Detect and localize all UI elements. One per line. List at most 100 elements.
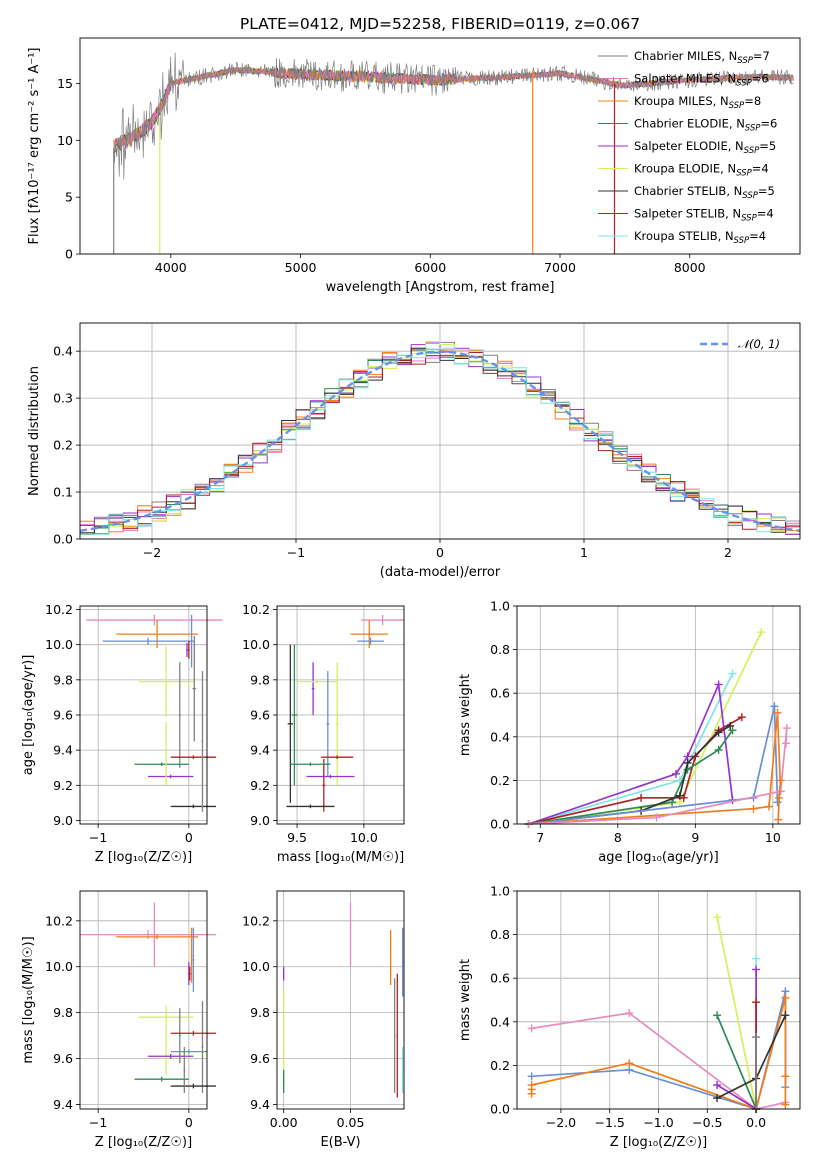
plus-marker: [752, 954, 761, 963]
errorbar-point: [283, 1069, 285, 1093]
x-tick-label: 9: [691, 830, 699, 845]
weight-line: [528, 712, 782, 825]
errorbar-point: [297, 679, 338, 684]
legend-count: =5: [758, 184, 775, 198]
y-tick-label: 9.6: [250, 708, 270, 723]
plus-marker: [776, 776, 785, 785]
legend-n: N: [732, 207, 741, 221]
x-tick-label: 8000: [674, 260, 706, 275]
plus-marker: [749, 804, 758, 813]
y-tick-label: 9.4: [250, 743, 270, 758]
mass_vs_EBV-grid: [277, 891, 404, 1109]
normal-curve: [80, 350, 800, 532]
x-tick-label: −0.5: [692, 1115, 722, 1130]
y-tick-label: 10.0: [242, 959, 270, 974]
errorbar-point: [170, 1030, 217, 1036]
y-axis-label: Normed distribution: [27, 366, 42, 496]
y-tick-label: 0.0: [53, 532, 73, 547]
figure-title: PLATE=0412, MJD=52258, FIBERID=0119, z=0…: [240, 15, 640, 33]
legend-subscript: SSP: [737, 56, 753, 66]
legend-separator: ,: [720, 162, 727, 176]
y-tick-label: 9.8: [53, 1005, 73, 1020]
legend-separator: ,: [729, 117, 736, 131]
y-tick-label: 10: [57, 133, 73, 148]
y-tick-label: 1.0: [490, 884, 510, 899]
errorbar-point: [201, 1001, 204, 1093]
errorbar-point: [148, 774, 194, 779]
errorbar-point: [138, 646, 194, 717]
y-tick-label: 10.0: [45, 959, 73, 974]
legend-count: =5: [759, 139, 776, 153]
errorbar-point: [116, 620, 198, 649]
errorbar-point: [165, 1005, 168, 1075]
x-axis-label: age [log₁₀(age/yr)]: [598, 850, 719, 865]
legend-entry-normal: 𝒩(0, 1): [738, 337, 780, 351]
plus-marker: [625, 1059, 634, 1068]
x-tick-label: 0: [185, 1115, 193, 1130]
errorbar-point: [102, 637, 194, 645]
legend-subscript: SSP: [736, 169, 752, 179]
errorbar-point: [116, 934, 198, 940]
y-tick-label: 0.6: [490, 686, 510, 701]
errorbar-point: [286, 804, 335, 809]
y-tick-label: 9.6: [53, 708, 73, 723]
legend-label: Salpeter STELIB: [634, 207, 725, 221]
y-tick-label: 10.2: [45, 913, 73, 928]
y-tick-label: 0.4: [53, 344, 73, 359]
x-tick-label: −1: [287, 545, 305, 560]
x-tick-label: −1: [89, 830, 107, 845]
x-tick-label: 2: [724, 545, 732, 560]
mass_vs_EBV-frame: [276, 890, 405, 1110]
errorbar-point: [178, 662, 181, 768]
legend-count: =4: [752, 162, 769, 176]
plus-marker: [781, 1072, 790, 1081]
x-tick-label: 6000: [414, 260, 446, 275]
errorbar-point: [148, 1053, 194, 1059]
y-axis-label: mass weight: [458, 674, 473, 756]
errorbar-point: [311, 662, 315, 715]
legend-subscript: SSP: [742, 191, 758, 201]
plus-marker: [527, 1085, 536, 1094]
x-axis-label: Z [log₁₀(Z/Z☉)]: [610, 1135, 707, 1150]
weight-line: [528, 706, 779, 825]
spectrum-frame: [79, 37, 801, 255]
plus-marker: [752, 998, 761, 1007]
y-tick-label: 9.4: [53, 743, 73, 758]
x-tick-label: −2.0: [546, 1115, 576, 1130]
spectrum-series-chabrier_miles: [113, 52, 794, 180]
plus-marker: [683, 758, 692, 767]
age_vs_Z-errorbars: [86, 614, 223, 812]
y-tick-label: 15: [57, 76, 73, 91]
mass_vs_Z-errorbars: [80, 902, 217, 1093]
mass_vs_Z-frame: [79, 890, 208, 1110]
y-tick-label: 9.6: [53, 1051, 73, 1066]
y-tick-label: 9.0: [53, 813, 73, 828]
y-axis-label: mass [log₁₀(M/M☉)]: [21, 936, 36, 1063]
errorbar-point: [287, 644, 294, 803]
weight-line: [531, 1012, 786, 1110]
age_vs_mass-grid: [277, 606, 404, 824]
legend-label: Chabrier ELODIE: [634, 117, 729, 131]
weight-line: [716, 917, 757, 1110]
y-tick-label: 5: [65, 190, 73, 205]
y-tick-label: 0.4: [490, 729, 510, 744]
plus-marker: [714, 745, 723, 754]
plus-marker: [781, 993, 790, 1002]
y-tick-label: 9.8: [250, 672, 270, 687]
legend-entry-kroupa_elodie: Kroupa ELODIE, NSSP=4: [634, 162, 769, 179]
errorbar-point: [187, 641, 190, 659]
legend-label: Kroupa MILES: [634, 94, 713, 108]
legend-count: =6: [752, 72, 769, 86]
errorbar-point: [153, 902, 156, 967]
y-tick-label: 10.2: [45, 602, 73, 617]
x-axis-label: E(B-V): [320, 1135, 360, 1150]
plus-marker: [728, 726, 737, 735]
y-axis-label: mass weight: [458, 959, 473, 1041]
plus-marker: [782, 724, 791, 733]
plus-marker: [773, 708, 782, 717]
plus-marker: [713, 1094, 722, 1103]
y-tick-label: 9.2: [53, 778, 73, 793]
legend-separator: ,: [713, 94, 720, 108]
errorbar-point: [350, 620, 388, 649]
